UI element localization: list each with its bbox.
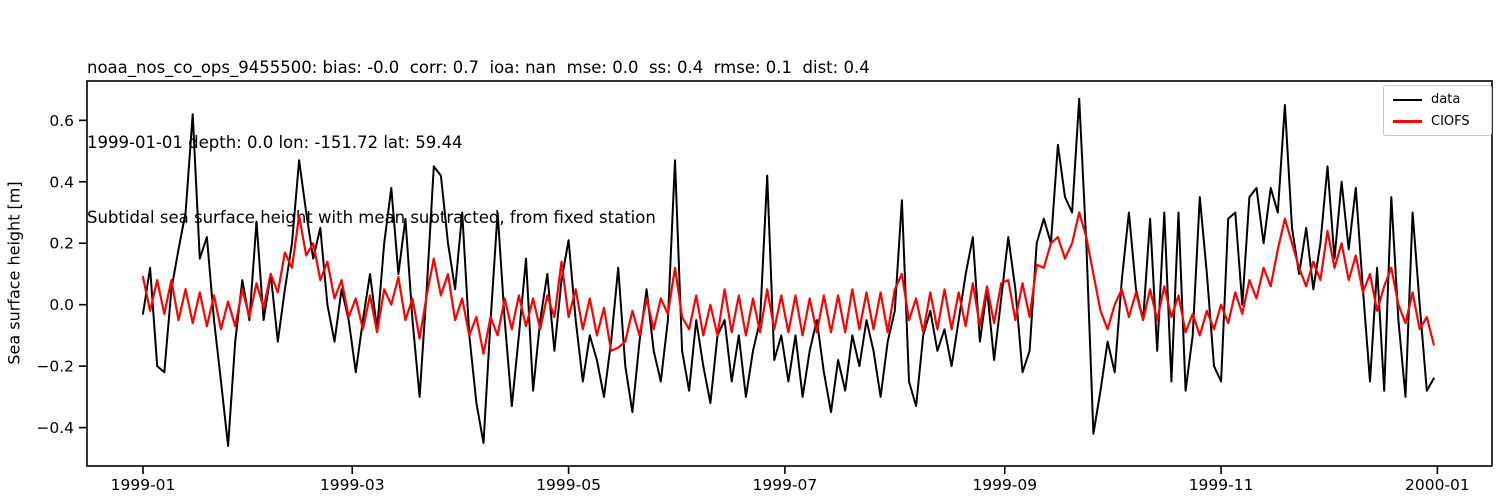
legend: data CIOFS bbox=[1383, 85, 1492, 136]
y-axis-tick-label: −0.4 bbox=[36, 419, 74, 437]
plot-title: noaa_nos_co_ops_9455500: bias: -0.0 corr… bbox=[87, 5, 870, 280]
y-axis-tick-label: 0.6 bbox=[49, 112, 74, 130]
y-axis-tick-label: 0.0 bbox=[49, 296, 74, 314]
legend-line-sample-data bbox=[1393, 98, 1422, 101]
x-axis-tick-label: 1999-07 bbox=[753, 476, 818, 494]
legend-row-ciofs: CIOFS bbox=[1393, 115, 1482, 128]
legend-label-ciofs: CIOFS bbox=[1431, 114, 1470, 129]
series-line-ciofs bbox=[141, 211, 1435, 355]
x-axis-tick-label: 1999-09 bbox=[972, 476, 1037, 494]
y-axis-tick-label: −0.2 bbox=[36, 358, 74, 376]
legend-line-sample-ciofs bbox=[1393, 120, 1422, 123]
x-axis-tick-label: 1999-05 bbox=[536, 476, 601, 494]
x-axis-tick-label: 1999-01 bbox=[111, 476, 176, 494]
x-axis-tick-label: 1999-03 bbox=[320, 476, 385, 494]
x-axis-tick-label: 1999-11 bbox=[1189, 476, 1254, 494]
x-axis-tick-label: 2000-01 bbox=[1405, 476, 1470, 494]
y-axis-tick-label: 0.2 bbox=[49, 235, 74, 253]
series-line-data bbox=[142, 97, 1435, 447]
plot-title-line-position: 1999-01-01 depth: 0.0 lon: -151.72 lat: … bbox=[87, 133, 463, 152]
legend-row-data: data bbox=[1393, 93, 1482, 106]
legend-label-data: data bbox=[1431, 92, 1461, 107]
axes-spines bbox=[86, 80, 1493, 467]
plot-title-line-stats: noaa_nos_co_ops_9455500: bias: -0.0 corr… bbox=[87, 58, 870, 77]
y-axis-tick-label: 0.4 bbox=[49, 173, 74, 191]
